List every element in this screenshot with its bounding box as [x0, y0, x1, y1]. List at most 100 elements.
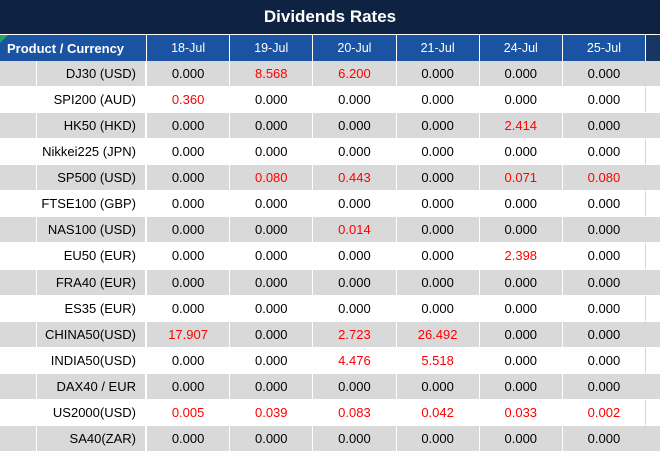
- dividend-value-cell: 0.080: [229, 165, 312, 191]
- row-left-sliver-cell: [0, 191, 37, 217]
- dividend-value-cell: 0.000: [229, 347, 312, 373]
- dividend-value-cell: 0.033: [478, 399, 562, 425]
- table-row: INDIA50(USD) 0.000 0.000 4.476 5.518 0.000 0.…: [0, 347, 660, 374]
- product-name-cell: DAX40 / EUR: [37, 373, 146, 399]
- product-name-cell: FTSE100 (GBP): [37, 191, 146, 217]
- row-right-sliver-cell: [645, 295, 660, 321]
- dividend-value-cell: 0.000: [229, 295, 312, 321]
- dividend-value-cell: 0.000: [561, 191, 645, 217]
- row-right-sliver-cell: [645, 165, 660, 191]
- dividend-value-cell: 0.000: [229, 113, 312, 139]
- column-header-date: 24-Jul: [478, 35, 562, 61]
- row-left-sliver-cell: [0, 269, 37, 295]
- dividend-value-cell: 0.000: [478, 321, 562, 347]
- dividend-value-cell: 0.000: [395, 217, 479, 243]
- dividend-value-cell: 0.000: [146, 191, 229, 217]
- dividend-value-cell: 0.000: [146, 269, 229, 295]
- dividend-value-cell: 0.000: [146, 165, 229, 191]
- dividend-value-cell: 0.000: [478, 139, 562, 165]
- dividend-value-cell: 0.000: [229, 373, 312, 399]
- row-left-sliver-cell: [0, 61, 37, 87]
- dividend-value-cell: 0.000: [478, 347, 562, 373]
- dividend-value-cell: 0.000: [395, 295, 479, 321]
- column-header-date: 21-Jul: [395, 35, 479, 61]
- dividend-value-cell: 0.000: [561, 139, 645, 165]
- table-row: SA40(ZAR) 0.000 0.000 0.000 0.000 0.000 0.000: [0, 425, 660, 452]
- dividend-value-cell: 0.000: [395, 165, 479, 191]
- row-right-sliver-cell: [645, 269, 660, 295]
- table-row: FTSE100 (GBP) 0.000 0.000 0.000 0.000 0.000 0…: [0, 191, 660, 218]
- dividend-value-cell: 0.000: [478, 191, 562, 217]
- row-right-sliver-cell: [645, 139, 660, 165]
- row-right-sliver-cell: [645, 61, 660, 87]
- dividend-value-cell: 0.000: [395, 191, 479, 217]
- dividend-value-cell: 4.476: [312, 347, 395, 373]
- product-name-cell: NAS100 (USD): [37, 217, 146, 243]
- dividend-value-cell: 0.000: [561, 269, 645, 295]
- dividend-value-cell: 0.000: [478, 373, 562, 399]
- row-left-sliver-cell: [0, 243, 37, 269]
- product-name-cell: ES35 (EUR): [37, 295, 146, 321]
- product-currency-label: Product / Currency: [7, 40, 125, 56]
- row-left-sliver-cell: [0, 87, 37, 113]
- dividend-value-cell: 0.000: [146, 113, 229, 139]
- dividend-value-cell: 0.000: [561, 243, 645, 269]
- dividend-value-cell: 0.360: [146, 87, 229, 113]
- dividend-value-cell: 0.000: [146, 243, 229, 269]
- dividend-value-cell: 0.000: [561, 113, 645, 139]
- dividend-value-cell: 0.000: [312, 87, 395, 113]
- column-header-date: 20-Jul: [312, 35, 395, 61]
- dividend-value-cell: 0.000: [478, 295, 562, 321]
- product-name-cell: DJ30 (USD): [37, 61, 146, 87]
- dividend-value-cell: 5.518: [395, 347, 479, 373]
- dividend-value-cell: 26.492: [395, 321, 479, 347]
- table-row: DAX40 / EUR 0.000 0.000 0.000 0.000 0.000 0.0…: [0, 373, 660, 400]
- table-row: FRA40 (EUR) 0.000 0.000 0.000 0.000 0.000 0.0…: [0, 269, 660, 296]
- dividend-value-cell: 0.000: [229, 269, 312, 295]
- dividend-value-cell: 0.002: [561, 399, 645, 425]
- row-left-sliver-cell: [0, 139, 37, 165]
- row-left-sliver-cell: [0, 165, 37, 191]
- dividend-value-cell: 0.000: [312, 373, 395, 399]
- dividend-value-cell: 0.000: [395, 139, 479, 165]
- product-name-cell: SPI200 (AUD): [37, 87, 146, 113]
- excel-corner-flag-icon: [0, 35, 8, 43]
- dividend-value-cell: 0.000: [395, 61, 479, 87]
- dividend-value-cell: 0.000: [395, 87, 479, 113]
- dividend-value-cell: 0.000: [146, 373, 229, 399]
- dividend-value-cell: 0.000: [229, 425, 312, 451]
- dividend-value-cell: 6.200: [312, 61, 395, 87]
- header-right-sliver: [645, 35, 660, 61]
- column-header-date: 18-Jul: [146, 35, 229, 61]
- row-right-sliver-cell: [645, 113, 660, 139]
- table-body: DJ30 (USD) 0.000 8.568 6.200 0.000 0.000 0.00…: [0, 61, 660, 452]
- table-row: Nikkei225 (JPN) 0.000 0.000 0.000 0.000 0.00…: [0, 139, 660, 166]
- dividend-value-cell: 17.907: [146, 321, 229, 347]
- row-left-sliver-cell: [0, 399, 37, 425]
- row-right-sliver-cell: [645, 373, 660, 399]
- dividend-value-cell: 0.000: [561, 347, 645, 373]
- dividend-value-cell: 0.000: [478, 87, 562, 113]
- column-header-row: Product / Currency 18-Jul 19-Jul 20-Jul 21-…: [0, 35, 660, 61]
- row-left-sliver-cell: [0, 113, 37, 139]
- dividend-value-cell: 0.000: [478, 425, 562, 451]
- row-right-sliver-cell: [645, 425, 660, 451]
- row-right-sliver-cell: [645, 191, 660, 217]
- dividend-value-cell: 8.568: [229, 61, 312, 87]
- table-row: HK50 (HKD) 0.000 0.000 0.000 0.000 2.414 0.00…: [0, 113, 660, 140]
- dividend-value-cell: 0.000: [229, 321, 312, 347]
- row-right-sliver-cell: [645, 243, 660, 269]
- dividend-value-cell: 0.000: [229, 139, 312, 165]
- dividend-value-cell: 0.000: [312, 295, 395, 321]
- table-row: EU50 (EUR) 0.000 0.000 0.000 0.000 2.398 0.00…: [0, 243, 660, 270]
- dividend-value-cell: 0.000: [395, 243, 479, 269]
- row-left-sliver-cell: [0, 425, 37, 451]
- product-name-cell: EU50 (EUR): [37, 243, 146, 269]
- table-row: US2000(USD) 0.005 0.039 0.083 0.042 0.033 0.0…: [0, 399, 660, 426]
- table-row: NAS100 (USD) 0.000 0.000 0.014 0.000 0.000 0.…: [0, 217, 660, 244]
- product-name-cell: SP500 (USD): [37, 165, 146, 191]
- dividend-value-cell: 0.005: [146, 399, 229, 425]
- dividend-value-cell: 2.398: [478, 243, 562, 269]
- dividend-value-cell: 0.000: [561, 295, 645, 321]
